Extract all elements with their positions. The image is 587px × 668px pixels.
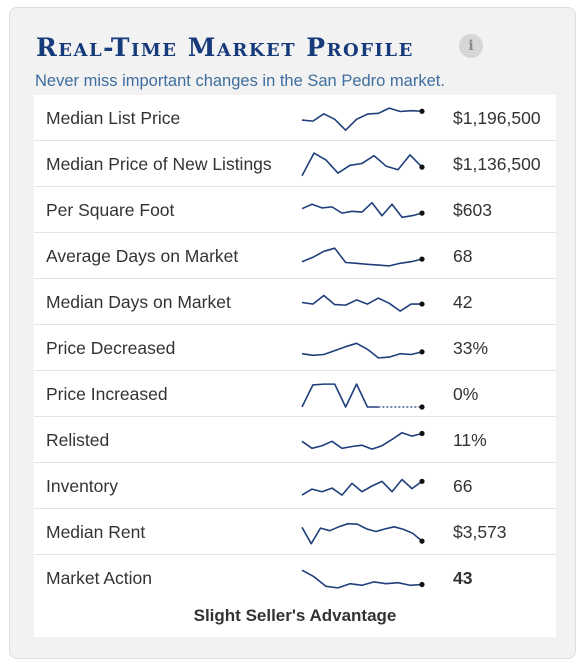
sparkline-line <box>301 383 379 408</box>
sparkline-end-point <box>419 108 425 114</box>
metric-row-market-action: Market Action 43 <box>34 555 556 601</box>
sparkline <box>299 330 429 366</box>
market-action-summary: Slight Seller's Advantage <box>193 606 397 625</box>
sparkline <box>299 238 429 274</box>
metric-value: $603 <box>453 200 492 220</box>
metric-value: 33% <box>453 338 489 358</box>
metric-value: 66 <box>453 476 473 496</box>
sparkline-end-point <box>419 404 425 410</box>
metric-row-median-price-of-new-listings: Median Price of New Listings $1,136,500 <box>34 141 556 187</box>
sparkline-end-point <box>419 301 425 307</box>
metric-value: 68 <box>453 246 473 266</box>
sparkline <box>299 146 429 182</box>
sparkline-end-point <box>419 538 425 544</box>
metric-value: 11% <box>453 430 487 450</box>
sparkline-line <box>301 569 423 589</box>
metric-row-relisted: Relisted 11% <box>34 417 556 463</box>
metric-label: Median List Price <box>46 108 181 128</box>
sparkline <box>299 284 429 320</box>
sparkline <box>299 468 429 504</box>
metric-row-price-decreased: Price Decreased 33% <box>34 325 556 371</box>
sparkline-end-point <box>419 210 425 216</box>
metric-label: Median Rent <box>46 522 146 542</box>
sparkline-line <box>301 431 423 450</box>
metric-row-median-rent: Median Rent $3,573 <box>34 509 556 555</box>
sparkline-end-point <box>419 256 425 262</box>
info-icon[interactable]: i <box>459 34 483 58</box>
metric-label: Average Days on Market <box>46 246 239 266</box>
metric-value: $1,196,500 <box>453 108 541 128</box>
metric-label: Relisted <box>46 430 110 450</box>
sparkline-end-point <box>419 349 425 355</box>
metric-value: $1,136,500 <box>453 154 541 174</box>
sparkline-end-point <box>419 581 425 588</box>
metric-label: Median Days on Market <box>46 292 231 312</box>
sparkline-line <box>301 522 423 545</box>
metric-label: Inventory <box>46 476 118 496</box>
metric-label: Median Price of New Listings <box>46 154 272 174</box>
sparkline <box>299 422 429 458</box>
sparkline-line <box>301 247 423 267</box>
metric-value: $3,573 <box>453 522 507 542</box>
metric-label: Per Square Foot <box>46 200 175 220</box>
metric-value: 43 <box>453 568 473 588</box>
metric-label: Market Action <box>46 568 153 588</box>
sparkline-line <box>301 152 423 177</box>
metric-value: 0% <box>453 384 479 404</box>
sparkline-line <box>301 342 423 359</box>
metric-row-per-square-foot: Per Square Foot $603 <box>34 187 556 233</box>
sparkline <box>299 100 429 136</box>
sparkline <box>299 514 429 550</box>
market-profile-widget: Real-Time Market Profile i Never miss im… <box>9 7 576 659</box>
sparkline-line <box>301 201 423 219</box>
metrics-table: Slight Seller's Advantage Median List Pr… <box>34 95 556 637</box>
metric-row-price-increased: Price Increased 0% <box>34 371 556 417</box>
sparkline-line <box>301 294 422 312</box>
sparkline <box>299 192 429 228</box>
metric-label: Price Decreased <box>46 338 176 358</box>
metric-row-median-days-on-market: Median Days on Market 42 <box>34 279 556 325</box>
sparkline-line <box>301 107 423 132</box>
sparkline <box>299 376 429 412</box>
sparkline <box>299 560 429 596</box>
sparkline-end-point <box>419 478 425 484</box>
metric-value: 42 <box>453 292 473 312</box>
sparkline-line <box>301 478 423 496</box>
metric-row-average-days-on-market: Average Days on Market 68 <box>34 233 556 279</box>
sparkline-end-point <box>419 430 425 437</box>
metric-row-median-list-price: Median List Price $1,196,500 <box>34 95 556 141</box>
metric-label: Price Increased <box>46 384 168 404</box>
sparkline-end-point <box>419 164 425 170</box>
metric-row-inventory: Inventory 66 <box>34 463 556 509</box>
widget-subtitle: Never miss important changes in the San … <box>35 72 445 90</box>
widget-title: Real-Time Market Profile <box>36 33 414 62</box>
